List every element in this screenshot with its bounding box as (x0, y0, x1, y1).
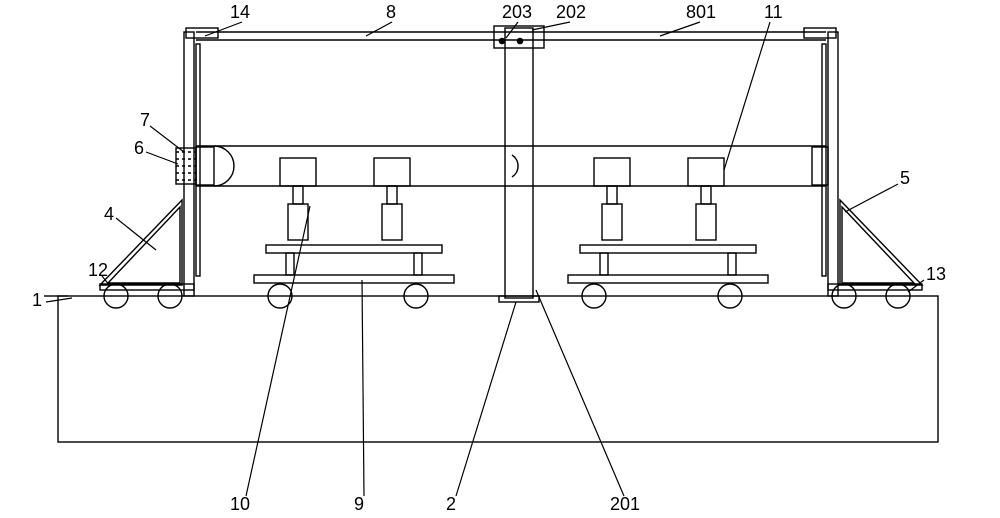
leader-11 (724, 22, 770, 170)
leader-201 (536, 290, 624, 496)
unit-right-0-piston (602, 204, 622, 240)
label-10: 10 (230, 494, 250, 514)
unit-left-0-box (280, 158, 316, 186)
leader-8 (366, 22, 392, 36)
label-2: 2 (446, 494, 456, 514)
leader-7 (150, 126, 184, 152)
label-6: 6 (134, 138, 144, 158)
unit-right-1-box (688, 158, 724, 186)
unit-right-0-box (594, 158, 630, 186)
label-201: 201 (610, 494, 640, 514)
leader-14 (205, 22, 242, 36)
leader-1 (46, 298, 72, 302)
unit-right-1-piston (696, 204, 716, 240)
center-bolt-0 (499, 38, 504, 43)
unit-left-1-piston (382, 204, 402, 240)
label-9: 9 (354, 494, 364, 514)
label-801: 801 (686, 2, 716, 22)
leader-10 (246, 206, 310, 496)
unit-left-0-piston (288, 204, 308, 240)
leader-6 (146, 152, 178, 164)
cart-left-table (266, 245, 442, 253)
label-5: 5 (900, 168, 910, 188)
top-plate-right (804, 28, 836, 38)
right-bracket (840, 200, 922, 285)
center-bolt-1 (517, 38, 522, 43)
unit-left-1-box (374, 158, 410, 186)
label-1: 1 (32, 290, 42, 310)
label-8: 8 (386, 2, 396, 22)
cart-left-base (254, 275, 454, 283)
label-13: 13 (926, 264, 946, 284)
cart-right-base (568, 275, 768, 283)
base-plinth (58, 296, 938, 442)
leader-9 (362, 280, 364, 496)
label-12: 12 (88, 260, 108, 280)
leader-203 (506, 22, 518, 38)
left-upright (184, 32, 194, 296)
left-hub (214, 146, 234, 186)
leader-801 (660, 22, 700, 36)
technical-diagram: 14 8 203 202 801 11 7 6 4 12 1 5 13 10 9 2 201 (0, 0, 1000, 518)
leader-2 (456, 302, 516, 496)
leader-5 (845, 184, 898, 212)
label-4: 4 (104, 204, 114, 224)
cart-right-table (580, 245, 756, 253)
label-7: 7 (140, 110, 150, 130)
label-14: 14 (230, 2, 250, 22)
right-upright (828, 32, 838, 296)
center-column (505, 28, 533, 298)
label-202: 202 (556, 2, 586, 22)
label-203: 203 (502, 2, 532, 22)
label-11: 11 (764, 2, 783, 22)
